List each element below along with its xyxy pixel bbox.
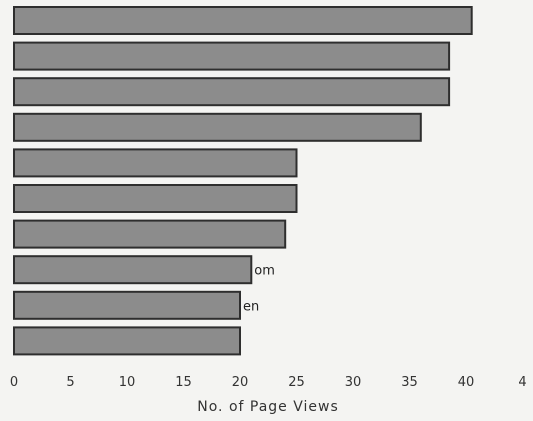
bar-5 bbox=[13, 148, 298, 178]
bar-10 bbox=[13, 326, 241, 356]
x-tick-label: 0 bbox=[10, 375, 18, 390]
x-tick-label: 30 bbox=[345, 375, 362, 390]
bar-4 bbox=[13, 112, 422, 142]
x-tick-labels: 0 5 10 15 20 25 30 35 40 4 bbox=[10, 375, 527, 390]
x-tick-label: 5 bbox=[66, 375, 74, 390]
bar-1 bbox=[13, 6, 473, 35]
bar-label-9: en bbox=[243, 299, 259, 314]
x-tick-label: 15 bbox=[175, 375, 192, 390]
x-tick-label: 40 bbox=[458, 375, 475, 390]
bar-2 bbox=[13, 41, 451, 71]
bar-7 bbox=[13, 219, 287, 249]
bar-6 bbox=[13, 184, 298, 213]
x-axis-label: No. of Page Views bbox=[197, 399, 339, 415]
bar-3 bbox=[13, 77, 451, 107]
x-tick-label: 4 bbox=[518, 375, 526, 390]
x-tick-label: 35 bbox=[401, 375, 418, 390]
bars-layer bbox=[13, 6, 473, 356]
bar-labels-layer: om en bbox=[243, 264, 275, 315]
x-tick-label: 10 bbox=[119, 375, 136, 390]
x-tick-label: 20 bbox=[232, 375, 249, 390]
bar-label-8: om bbox=[254, 264, 275, 279]
bar-9 bbox=[13, 290, 241, 320]
x-tick-label: 25 bbox=[288, 375, 305, 390]
bar-8 bbox=[13, 255, 253, 285]
